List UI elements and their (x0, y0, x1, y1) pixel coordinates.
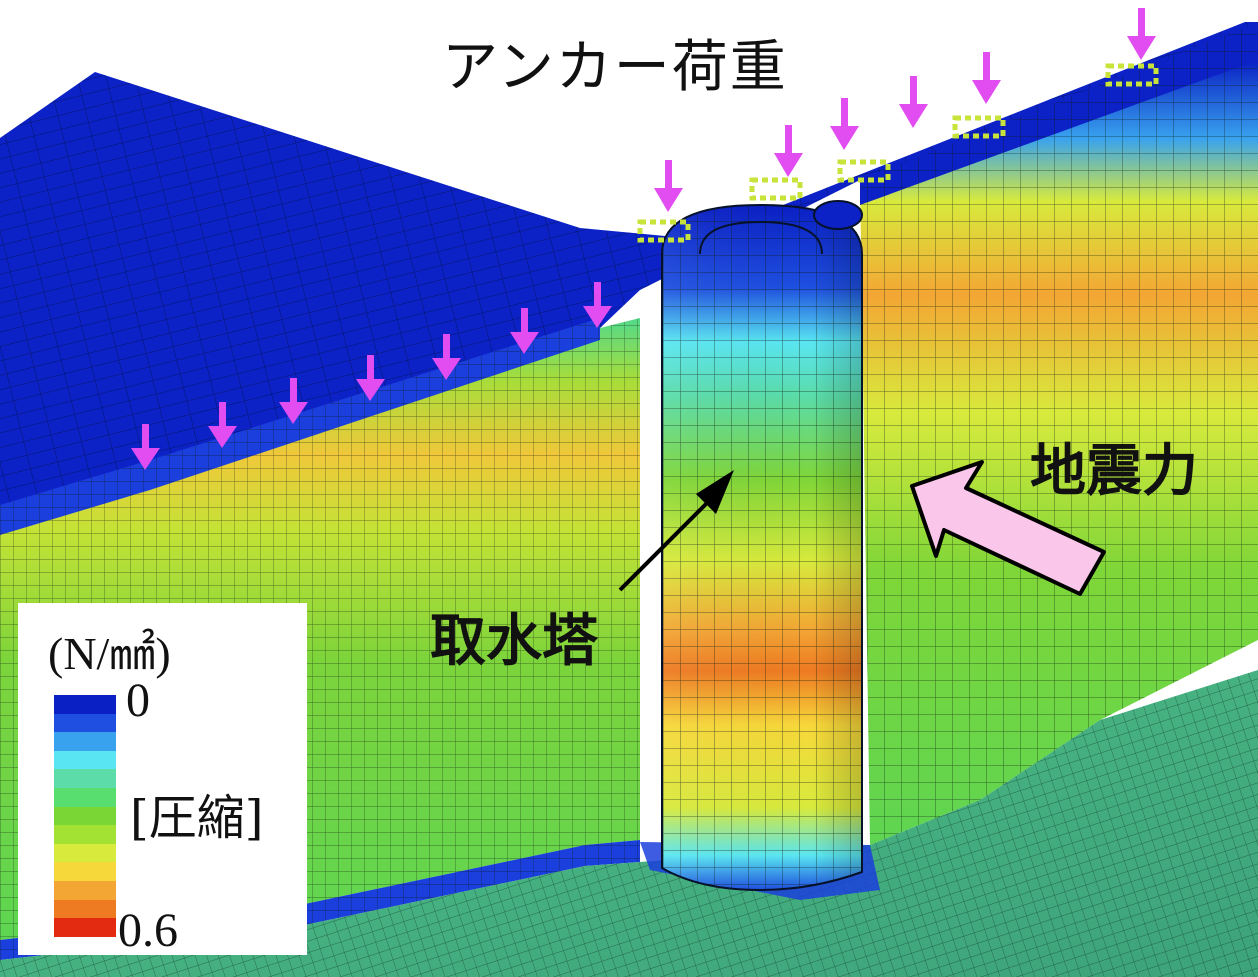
load-arrow (654, 160, 683, 212)
load-arrow (899, 76, 928, 128)
anchor-load-arrows (131, 8, 1156, 470)
legend-color-step (54, 713, 116, 733)
legend-unit: (N/㎟) (48, 628, 171, 679)
legend-color-bar (54, 695, 116, 937)
load-arrow (279, 378, 308, 424)
legend-color-step (54, 732, 116, 751)
load-arrow (830, 98, 859, 150)
legend-max-label: 0.6 (118, 904, 178, 957)
legend-color-step (54, 788, 116, 807)
seismic-force-arrow (910, 460, 1106, 596)
tower-label: 取水塔 (430, 609, 598, 674)
legend-color-step (54, 881, 116, 900)
load-arrow (432, 334, 461, 380)
seismic-label: 地震力 (1030, 439, 1198, 504)
legend-kind-label: [圧縮] (130, 790, 264, 846)
legend-color-step (54, 750, 116, 770)
legend-color-step (54, 843, 116, 863)
legend-color-step (54, 806, 116, 826)
legend-color-step (54, 899, 116, 919)
legend-color-step (54, 695, 116, 714)
load-arrow (356, 355, 385, 401)
upper-deck (0, 22, 1258, 520)
intake-tower (661, 200, 863, 892)
load-arrow (208, 402, 237, 448)
load-arrow (131, 424, 160, 470)
tower-pointer-arrow (618, 470, 734, 592)
load-arrow (1127, 8, 1156, 60)
load-arrow (510, 308, 539, 354)
figure-title: アンカー荷重 (442, 35, 788, 100)
load-arrow (583, 282, 612, 328)
color-legend: (N/㎟) 0 [圧縮] 0.6 (18, 603, 307, 957)
legend-min-label: 0 (126, 674, 150, 727)
legend-color-step (54, 918, 116, 937)
load-arrow (972, 52, 1001, 104)
right-wall (860, 22, 1258, 845)
anchor-plates (637, 63, 1159, 243)
load-arrow (774, 125, 803, 177)
legend-color-step (54, 769, 116, 789)
legend-color-step (54, 825, 116, 844)
legend-color-step (54, 862, 116, 882)
